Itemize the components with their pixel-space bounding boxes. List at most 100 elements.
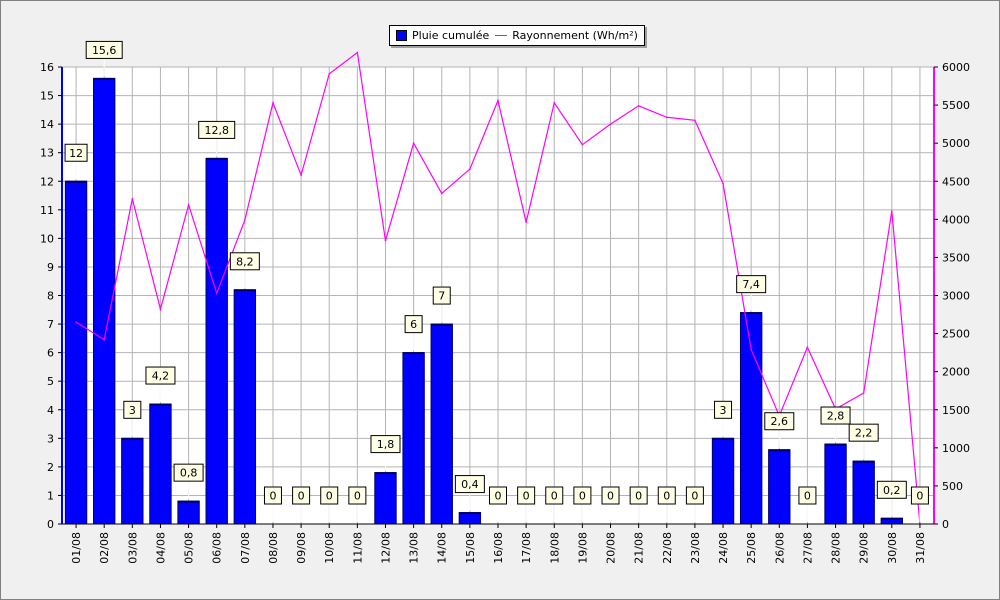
radiation-point bbox=[75, 321, 77, 323]
y-right-tick-label: 5000 bbox=[942, 137, 970, 150]
data-label: 0 bbox=[663, 490, 670, 503]
data-label-box bbox=[629, 486, 648, 505]
radiation-point bbox=[694, 119, 696, 122]
radiation-point bbox=[272, 101, 274, 104]
x-tick-label: 17/08 bbox=[520, 532, 533, 564]
data-label-box bbox=[714, 400, 733, 419]
data-label: 3 bbox=[720, 404, 727, 417]
x-tick-label: 06/08 bbox=[211, 532, 224, 564]
y-right-tick-label: 2500 bbox=[942, 328, 970, 341]
x-tick-label: 27/08 bbox=[801, 532, 814, 564]
y-left-tick-label: 2 bbox=[47, 461, 54, 474]
data-label: 0 bbox=[298, 490, 305, 503]
y-left-tick-label: 4 bbox=[47, 404, 54, 417]
data-label: 2,2 bbox=[855, 427, 873, 440]
x-tick-label: 03/08 bbox=[126, 532, 139, 564]
x-tick-label: 23/08 bbox=[689, 532, 702, 564]
data-labels: 12 15,6 3 4,2 0,8 12,8 8,2 0 0 0 0 1,8 6 7 0,4 0 0 0 0 0 0 0 0… bbox=[64, 40, 929, 522]
x-tick-label: 14/08 bbox=[436, 532, 449, 564]
x-tick-label: 19/08 bbox=[576, 532, 589, 564]
x-tick-label: 24/08 bbox=[717, 532, 730, 564]
data-label: 2,8 bbox=[827, 410, 845, 423]
radiation-point bbox=[384, 239, 387, 242]
radiation-point bbox=[187, 204, 190, 206]
data-label-box bbox=[229, 252, 260, 271]
radiation-point bbox=[215, 292, 218, 295]
x-tick-label: 21/08 bbox=[633, 532, 646, 564]
y-left-tick-label: 7 bbox=[47, 318, 54, 331]
data-label-box bbox=[370, 435, 401, 454]
data-label-box bbox=[848, 423, 879, 442]
radiation-points bbox=[75, 51, 921, 525]
x-tick-label: 02/08 bbox=[98, 532, 111, 564]
radiation-point bbox=[103, 338, 105, 341]
y-right-tick-label: 3500 bbox=[942, 251, 970, 264]
data-label: 0 bbox=[551, 490, 558, 503]
data-label-box bbox=[910, 486, 929, 505]
data-label: 0 bbox=[326, 490, 333, 503]
y-left-tick-label: 15 bbox=[40, 90, 54, 103]
data-label: 0 bbox=[579, 490, 586, 503]
rain-bar bbox=[374, 472, 397, 525]
data-label-box bbox=[123, 400, 142, 419]
data-label-box bbox=[454, 475, 485, 494]
rain-bar bbox=[233, 289, 257, 525]
data-label-box bbox=[736, 275, 767, 294]
y-right-tick-label: 6000 bbox=[942, 61, 970, 74]
data-label-box bbox=[798, 486, 817, 505]
rain-bar bbox=[458, 512, 482, 525]
radiation-point bbox=[244, 219, 246, 221]
x-tick-label: 07/08 bbox=[239, 532, 252, 564]
y-left-tick-label: 16 bbox=[40, 61, 54, 74]
x-tick-label: 09/08 bbox=[295, 532, 308, 564]
x-tick-label: 20/08 bbox=[605, 532, 618, 564]
x-tick-label: 18/08 bbox=[548, 532, 561, 564]
data-label: 0 bbox=[269, 490, 276, 503]
data-label: 0 bbox=[495, 490, 502, 503]
data-label: 8,2 bbox=[236, 255, 254, 268]
rain-bar bbox=[739, 312, 763, 525]
x-tick-label: 30/08 bbox=[886, 532, 899, 564]
radiation-point bbox=[356, 51, 359, 54]
rain-bar bbox=[768, 449, 791, 525]
radiation-point bbox=[159, 308, 162, 311]
radiation-point bbox=[131, 197, 134, 200]
rain-bar bbox=[711, 437, 735, 525]
data-label-box bbox=[198, 120, 236, 139]
y-left-tick-label: 0 bbox=[47, 518, 54, 531]
radiation-point bbox=[440, 192, 443, 195]
x-tick-label: 15/08 bbox=[464, 532, 477, 564]
legend-bar-swatch bbox=[396, 30, 407, 41]
x-tick-label: 10/08 bbox=[323, 532, 336, 564]
rain-bar bbox=[430, 323, 453, 525]
data-label-box bbox=[173, 463, 204, 482]
radiation-point bbox=[553, 101, 556, 104]
data-label-box bbox=[601, 486, 620, 505]
data-label: 0 bbox=[607, 490, 614, 503]
y-left-tick-label: 8 bbox=[47, 290, 54, 303]
radiation-point bbox=[722, 182, 724, 185]
data-label-box bbox=[876, 480, 907, 499]
rain-bar bbox=[205, 157, 228, 525]
y-left-tick-label: 14 bbox=[40, 118, 54, 131]
data-label-box bbox=[820, 406, 851, 425]
y-left-tick-label: 12 bbox=[40, 175, 54, 188]
rain-bar bbox=[852, 460, 875, 525]
y-right-tick-label: 3000 bbox=[942, 290, 970, 303]
data-label-box bbox=[517, 486, 536, 505]
data-label: 12 bbox=[69, 147, 83, 160]
data-label-box bbox=[432, 286, 451, 305]
legend-radiation-label: Rayonnement (Wh/m²) bbox=[512, 29, 638, 42]
y-left-tick-label: 6 bbox=[47, 347, 54, 360]
radiation-point bbox=[665, 116, 668, 119]
data-label-box bbox=[573, 486, 592, 505]
chart-legend: Pluie cumulée Rayonnement (Wh/m²) bbox=[389, 25, 645, 46]
legend-rain-label: Pluie cumulée bbox=[412, 29, 490, 42]
radiation-point bbox=[412, 142, 415, 144]
x-tick-label: 01/08 bbox=[70, 532, 83, 564]
data-label: 6 bbox=[410, 318, 417, 331]
data-label: 0 bbox=[523, 490, 530, 503]
x-tick-label: 12/08 bbox=[379, 532, 392, 564]
y-right-tick-label: 1500 bbox=[942, 404, 970, 417]
data-label-box bbox=[348, 486, 367, 505]
